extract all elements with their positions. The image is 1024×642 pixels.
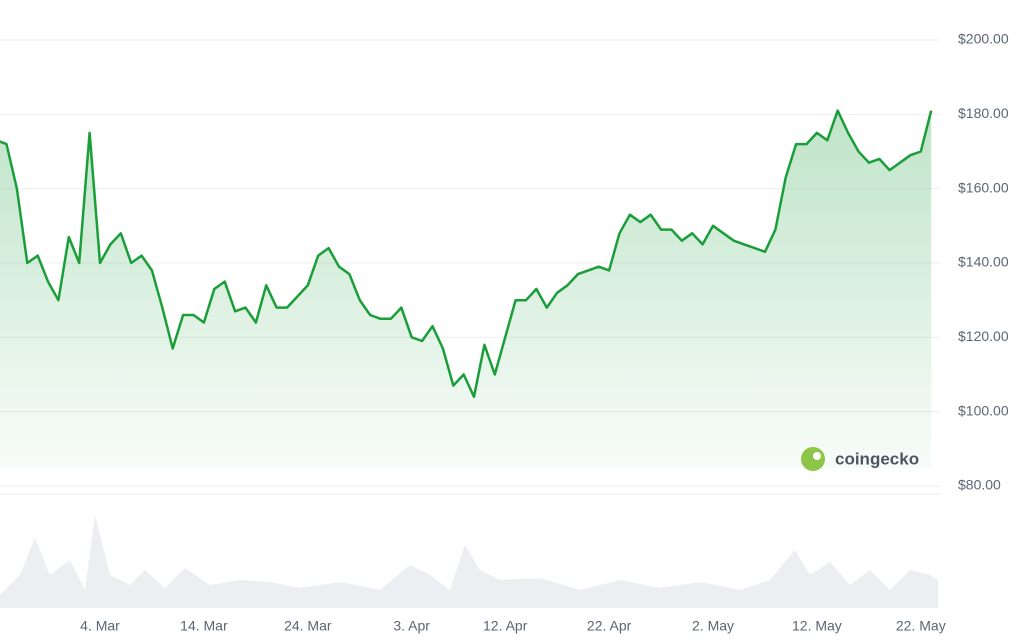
x-tick-label: 2. May bbox=[692, 618, 734, 634]
brand-logo bbox=[801, 447, 825, 471]
y-tick-label: $200.00 bbox=[958, 31, 1009, 47]
x-tick-label: 12. Apr bbox=[483, 618, 528, 634]
y-tick-label: $80.00 bbox=[958, 477, 1001, 493]
price-line bbox=[0, 109, 933, 399]
x-tick-label: 4. Mar bbox=[80, 618, 120, 634]
y-tick-label: $120.00 bbox=[958, 328, 1009, 344]
y-tick-label: $180.00 bbox=[958, 105, 1009, 121]
x-tick-label: 12. May bbox=[792, 618, 842, 634]
y-tick-label: $160.00 bbox=[958, 179, 1009, 195]
x-tick-label: 3. Apr bbox=[393, 618, 430, 634]
x-tick-label: 24. Mar bbox=[284, 618, 332, 634]
volume-area bbox=[0, 515, 938, 608]
x-tick-label: 22. May bbox=[896, 618, 946, 634]
x-tick-label: 22. Apr bbox=[587, 618, 632, 634]
brand-logo-eye bbox=[813, 452, 821, 460]
y-tick-label: $140.00 bbox=[958, 254, 1009, 270]
plot bbox=[0, 109, 933, 468]
y-tick-label: $100.00 bbox=[958, 402, 1009, 418]
price-area bbox=[0, 110, 932, 468]
brand: coingecko bbox=[835, 449, 919, 468]
x-tick-label: 14. Mar bbox=[180, 618, 228, 634]
